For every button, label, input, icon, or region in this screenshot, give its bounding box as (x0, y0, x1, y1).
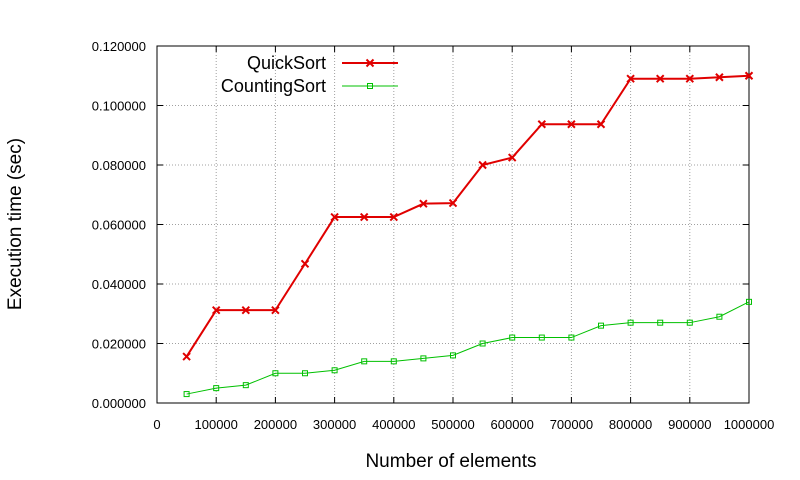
y-tick-label: 0.000000 (92, 396, 146, 411)
y-axis: 0.000000 0.020000 0.040000 0.060000 0.080000… (92, 39, 749, 411)
y-tick-label: 0.060000 (92, 218, 146, 233)
data-point (420, 355, 427, 362)
data-point (182, 352, 191, 361)
x-axis: 0 100000 200000 300000 400000 500000 600000 700… (153, 46, 774, 432)
data-point (655, 74, 665, 83)
data-point (331, 367, 338, 374)
x-tick-label: 200000 (254, 417, 297, 432)
data-point (272, 370, 279, 377)
data-point (300, 259, 310, 268)
data-point (390, 358, 397, 365)
data-point (744, 71, 754, 80)
data-point (715, 73, 724, 82)
data-point (419, 199, 428, 208)
data-point (686, 319, 693, 326)
data-point (507, 153, 517, 162)
data-point (242, 382, 249, 389)
x-tick-label: 100000 (195, 417, 238, 432)
data-point (509, 334, 516, 341)
series-quicksort (182, 71, 754, 361)
data-point (302, 370, 308, 377)
data-point (568, 334, 575, 341)
series-layer (182, 71, 754, 398)
data-point (367, 83, 373, 89)
data-point (211, 305, 221, 315)
data-point (365, 58, 375, 68)
x-tick-label: 700000 (550, 417, 593, 432)
data-point (537, 120, 547, 129)
data-point (627, 319, 634, 326)
x-tick-label: 400000 (372, 417, 415, 432)
x-tick-label: 500000 (431, 417, 474, 432)
x-tick-label: 1000000 (724, 417, 775, 432)
data-point (746, 298, 752, 305)
data-point (478, 160, 487, 170)
grid-lines (157, 46, 749, 403)
x-tick-label: 800000 (609, 417, 652, 432)
legend-label: CountingSort (221, 76, 326, 96)
data-point (183, 391, 190, 398)
legend-label: QuickSort (247, 53, 326, 73)
data-point (538, 334, 545, 341)
x-tick-label: 0 (153, 417, 160, 432)
y-tick-label: 0.040000 (92, 277, 146, 292)
series-countingsort (183, 298, 752, 398)
data-point (389, 212, 399, 222)
data-point (716, 313, 723, 320)
data-point (598, 322, 604, 329)
data-point (657, 319, 664, 326)
data-point (448, 198, 458, 208)
data-point (450, 352, 456, 359)
data-point (359, 212, 369, 222)
y-tick-label: 0.100000 (92, 99, 146, 114)
y-tick-label: 0.120000 (92, 39, 146, 54)
data-point (626, 74, 635, 83)
series-line (186, 301, 750, 395)
data-point (685, 74, 695, 83)
series-line (185, 74, 750, 358)
legend: QuickSort CountingSort (221, 53, 398, 96)
x-axis-label: Number of elements (365, 451, 536, 472)
x-tick-label: 600000 (491, 417, 534, 432)
data-point (241, 305, 251, 315)
data-point (213, 385, 220, 392)
x-tick-label: 300000 (313, 417, 356, 432)
y-axis-label: Execution time (sec) (5, 138, 26, 310)
data-point (479, 340, 486, 347)
y-tick-label: 0.080000 (92, 158, 146, 173)
data-point (361, 358, 368, 365)
data-point (596, 120, 606, 129)
x-tick-label: 900000 (668, 417, 711, 432)
data-point (330, 212, 339, 222)
data-point (271, 305, 280, 315)
data-point (567, 120, 576, 129)
y-tick-label: 0.020000 (92, 337, 146, 352)
